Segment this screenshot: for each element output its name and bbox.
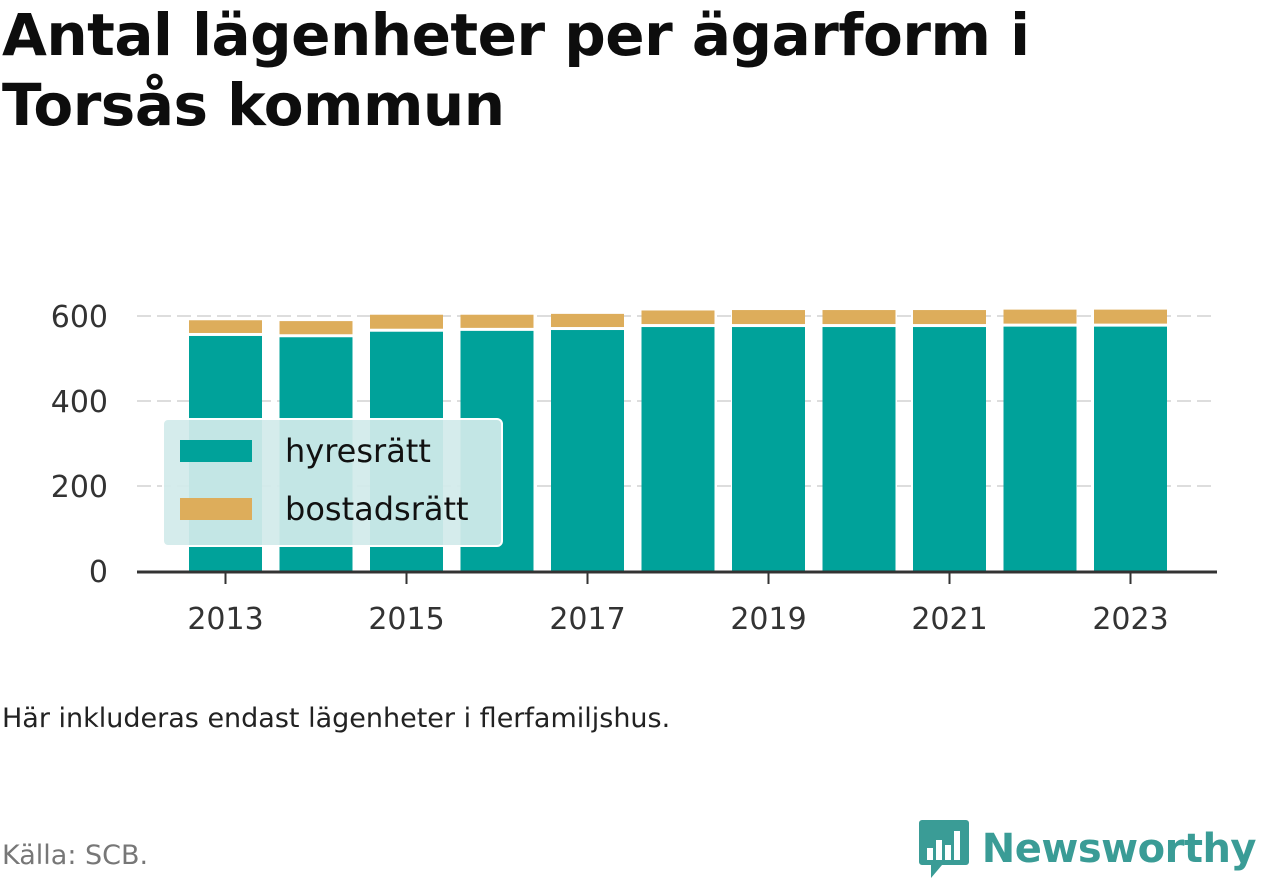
bar-bostadsratt xyxy=(822,310,896,325)
bar-hyresratt xyxy=(551,330,624,571)
axes: 0 200 400 600 2013 2015 2017 2019 2021 2023 xyxy=(51,300,1217,637)
bar-bostadsratt xyxy=(370,314,443,329)
bar-bostadsratt xyxy=(1094,309,1167,324)
legend: hyresrätt bostadsrätt xyxy=(162,418,503,547)
bar-hyresratt xyxy=(1003,326,1077,571)
bar-bostadsratt xyxy=(913,310,986,325)
x-tick-label: 2013 xyxy=(187,602,263,637)
bar-hyresratt xyxy=(641,327,715,571)
bar-bostadsratt xyxy=(551,313,624,328)
y-tick-label: 600 xyxy=(51,300,108,335)
source-text: Källa: SCB. xyxy=(2,840,149,871)
bar-hyresratt xyxy=(1094,326,1167,571)
brand-name: Newsworthy xyxy=(981,826,1257,872)
bar-bostadsratt xyxy=(279,321,353,335)
chart-note: Här inkluderas endast lägenheter i flerf… xyxy=(2,703,671,734)
legend-label: bostadsrätt xyxy=(285,490,469,528)
newsworthy-logo-icon xyxy=(918,820,969,878)
x-tick-label: 2021 xyxy=(911,602,987,637)
legend-swatch xyxy=(180,440,252,462)
x-tick-label: 2015 xyxy=(368,602,444,637)
brand-logo: Newsworthy xyxy=(918,818,1257,880)
bar-bostadsratt xyxy=(732,310,805,325)
bar-bostadsratt xyxy=(641,310,715,325)
y-tick-label: 200 xyxy=(51,470,108,505)
bar-bostadsratt xyxy=(1003,309,1077,324)
legend-swatch xyxy=(180,498,252,520)
chart-title: Antal lägenheter per ägarform i Torsås k… xyxy=(2,1,1030,139)
bar-hyresratt xyxy=(822,327,896,571)
bar-bostadsratt xyxy=(460,314,534,328)
bar-hyresratt xyxy=(913,327,986,571)
legend-label: hyresrätt xyxy=(285,432,431,470)
bar-bostadsratt xyxy=(189,320,262,333)
bar-hyresratt xyxy=(732,327,805,571)
x-tick-label: 2023 xyxy=(1092,602,1168,637)
y-tick-label: 0 xyxy=(89,555,108,590)
x-tick-label: 2017 xyxy=(549,602,625,637)
y-tick-label: 400 xyxy=(51,385,108,420)
x-tick-label: 2019 xyxy=(730,602,806,637)
